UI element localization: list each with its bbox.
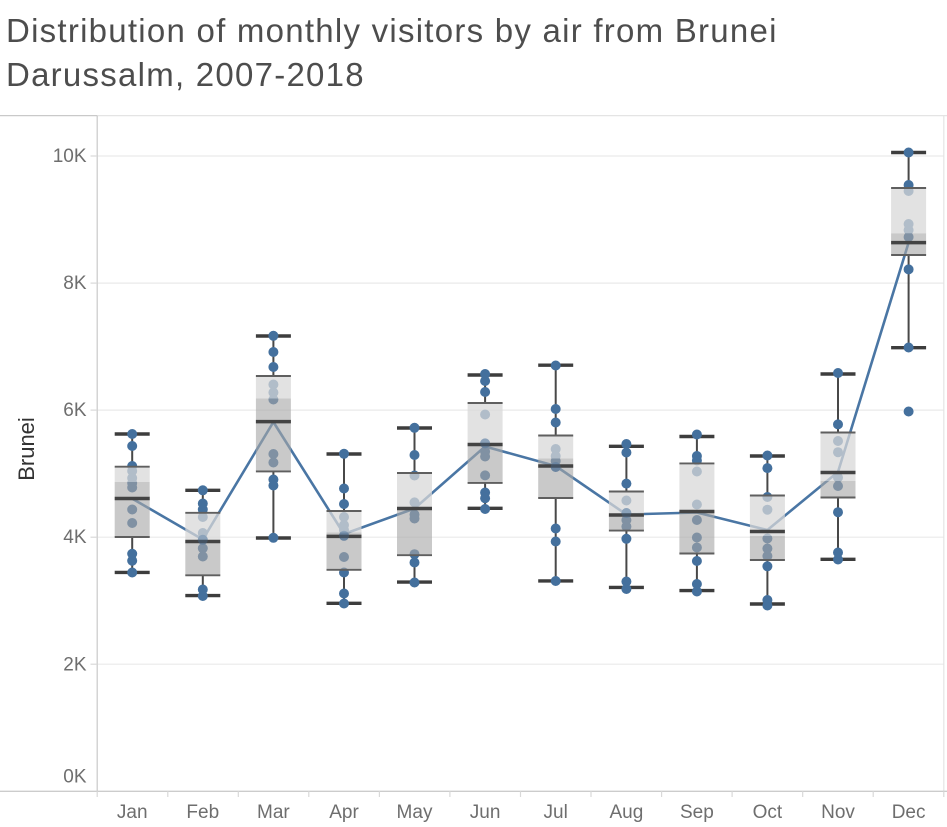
svg-text:0K: 0K <box>63 767 87 788</box>
svg-text:Feb: Feb <box>186 802 219 823</box>
svg-text:Brunei: Brunei <box>14 417 39 481</box>
svg-text:Oct: Oct <box>753 802 783 823</box>
svg-text:Jul: Jul <box>544 802 568 823</box>
svg-text:Mar: Mar <box>257 802 290 823</box>
svg-text:10K: 10K <box>53 146 87 167</box>
svg-text:6K: 6K <box>63 400 87 421</box>
svg-text:Dec: Dec <box>892 802 926 823</box>
svg-text:Aug: Aug <box>609 802 643 823</box>
svg-text:Nov: Nov <box>821 802 855 823</box>
svg-text:Apr: Apr <box>329 802 359 823</box>
svg-text:Jun: Jun <box>470 802 501 823</box>
svg-text:May: May <box>397 802 433 823</box>
svg-text:4K: 4K <box>63 527 87 548</box>
svg-text:Sep: Sep <box>680 802 714 823</box>
svg-text:8K: 8K <box>63 273 87 294</box>
svg-text:2K: 2K <box>63 654 87 675</box>
svg-text:Jan: Jan <box>117 802 148 823</box>
